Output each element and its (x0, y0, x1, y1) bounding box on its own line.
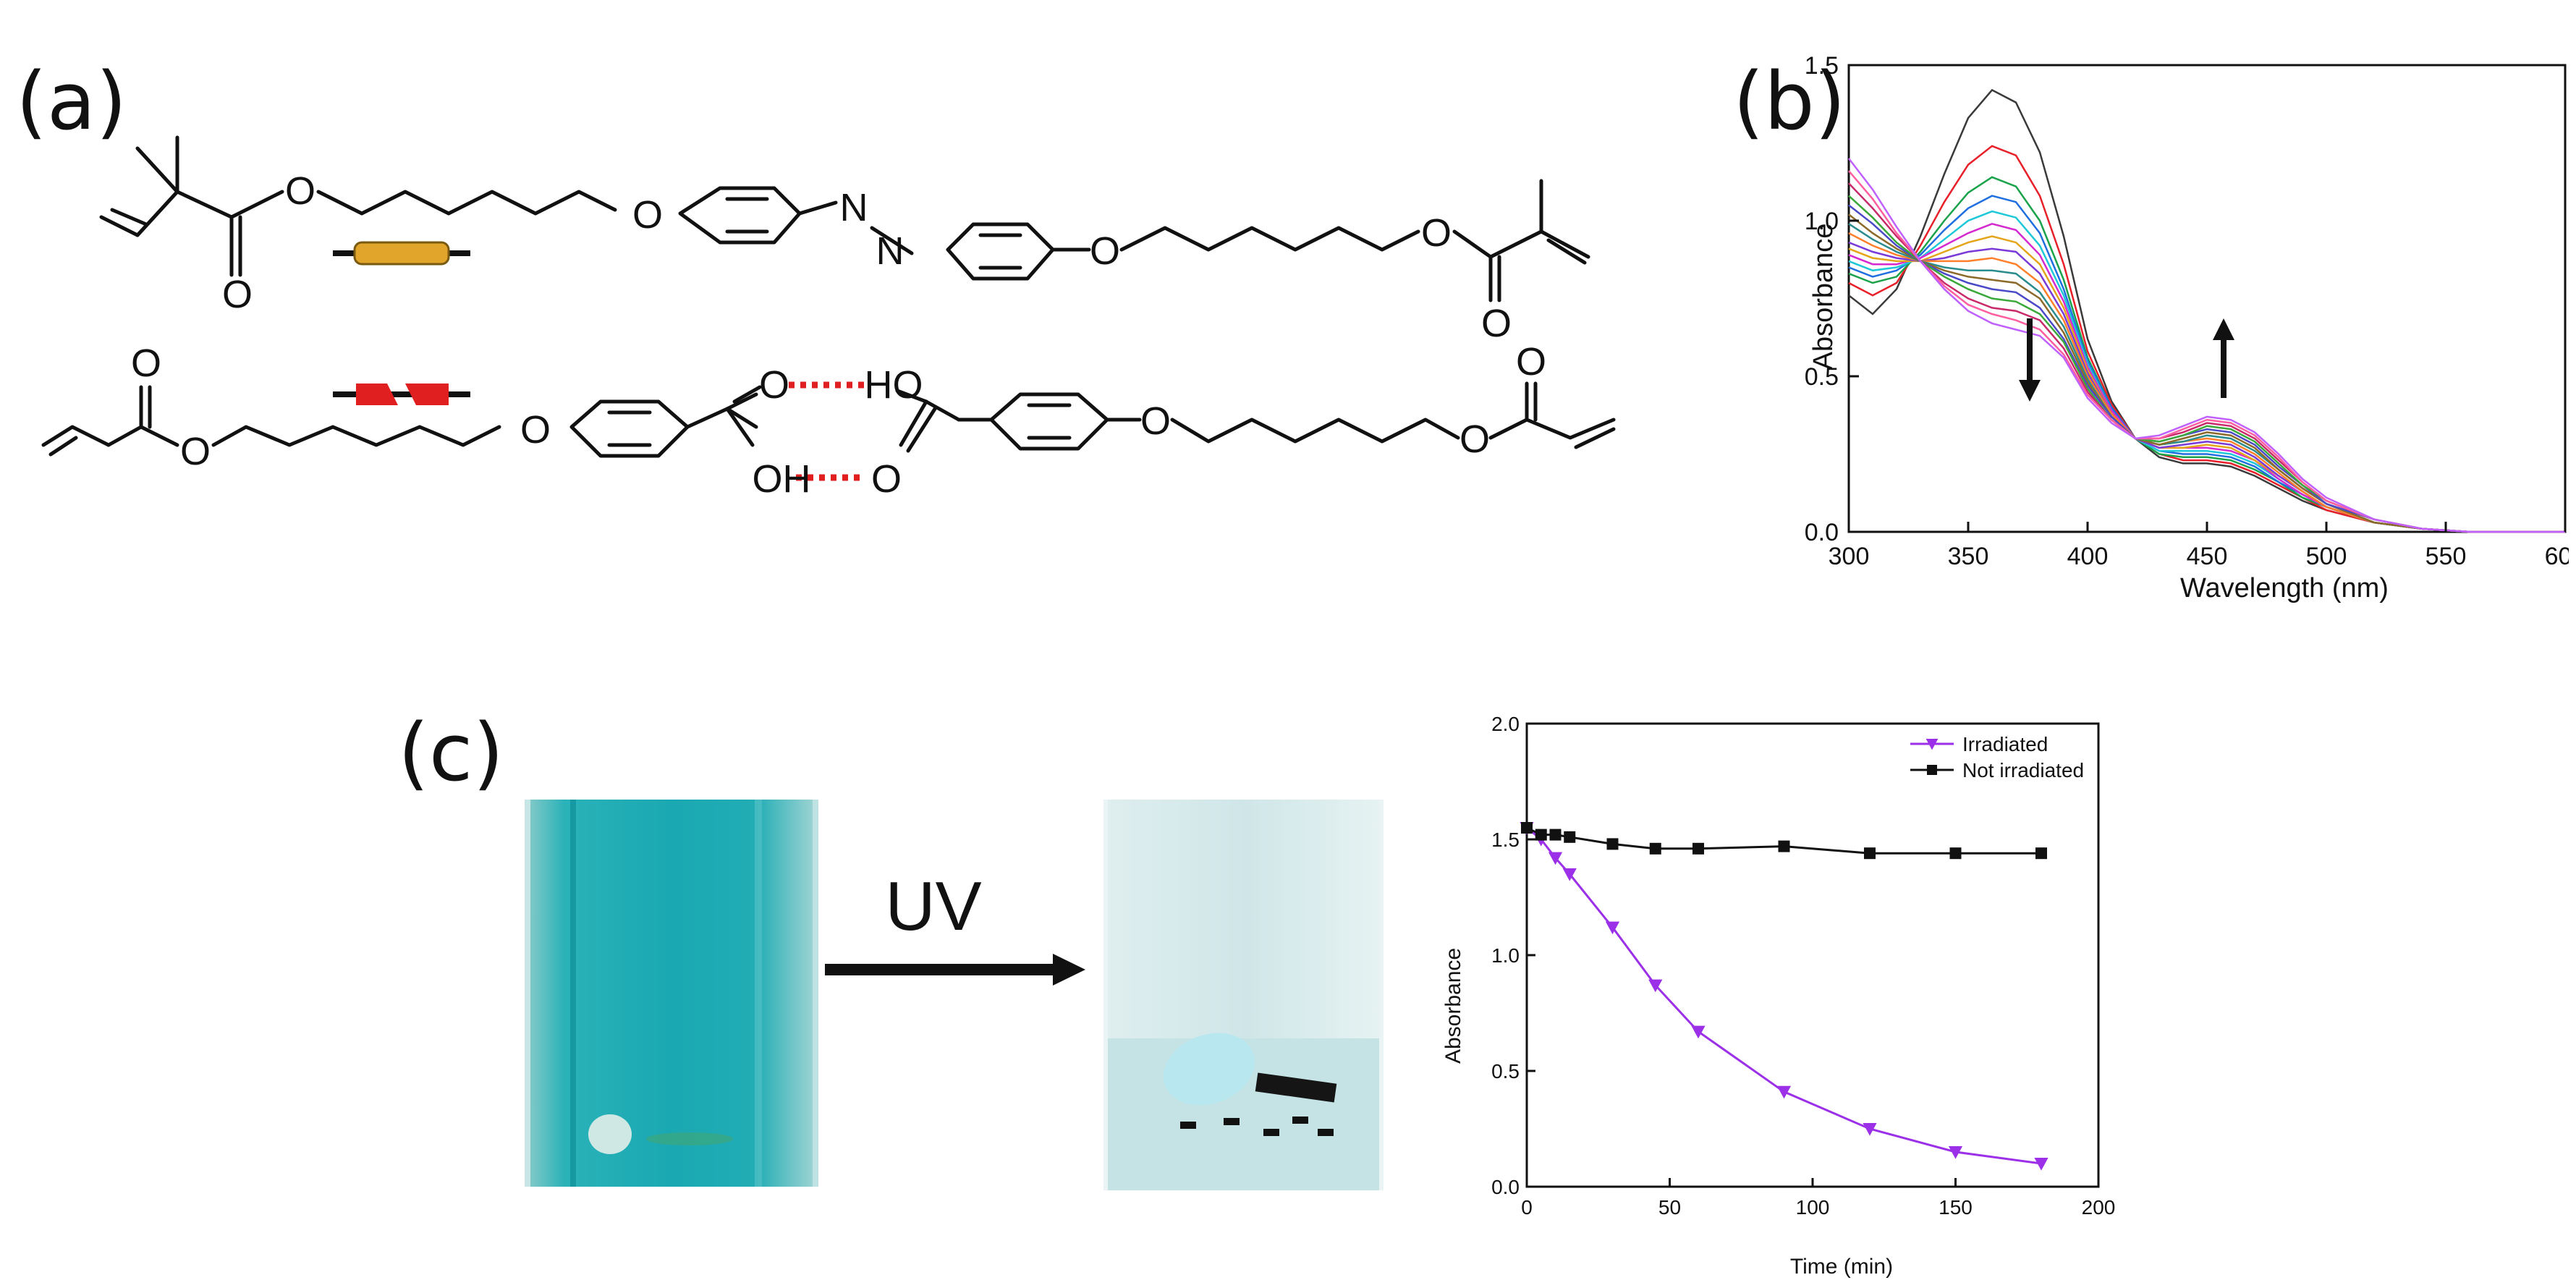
uv-label: UV (885, 876, 981, 945)
data-point (1948, 1146, 1963, 1159)
y-tick-label: 0.5 (1491, 1060, 1520, 1082)
data-point (1864, 847, 1876, 860)
spectrum-line (1848, 158, 2565, 533)
atom-label: O (222, 273, 253, 316)
chemical-structures: O O O N N O O O O O O O OH HO O O O O (41, 135, 1616, 501)
y-tick-label: 2.0 (1491, 716, 1520, 735)
data-point (1778, 840, 1790, 852)
data-point (1648, 979, 1663, 993)
cuvette-photo-before (525, 800, 818, 1187)
data-point (1863, 1123, 1877, 1136)
atom-label: O (180, 430, 211, 473)
x-tick-label: 300 (1829, 543, 1870, 570)
x-tick-label: 150 (1939, 1196, 1973, 1219)
data-point (1776, 1085, 1792, 1099)
data-point (1548, 852, 1563, 865)
atom-label: O (1140, 399, 1171, 443)
spectrum-line (1848, 223, 2565, 533)
x-tick-label: 550 (2425, 543, 2467, 570)
absorbance-kinetics-chart: 0 50 100 150 200 0.0 0.5 1.0 1.5 2.0 Irradiated No… (1441, 716, 2116, 1279)
atom-label: O (632, 193, 663, 237)
atom-label: O (871, 457, 902, 501)
y-tick-label: 1.5 (1805, 52, 1839, 80)
atom-label: O (1421, 211, 1452, 255)
atom-label: O (1090, 229, 1120, 273)
y-tick-label: 0.0 (1491, 1176, 1520, 1198)
panel-label-c: (c) (398, 706, 504, 799)
x-tick-label: 450 (2187, 543, 2228, 570)
atom-label: O (1459, 418, 1490, 461)
data-point (1925, 739, 1939, 750)
data-point (1564, 831, 1576, 843)
x-tick-label: 200 (2082, 1196, 2116, 1219)
spectrum-line (1848, 88, 2565, 533)
data-point (1549, 829, 1562, 841)
atom-label: O (1481, 302, 1512, 345)
atom-label: O (759, 363, 789, 407)
data-point (1692, 842, 1704, 855)
atom-label: N (840, 186, 868, 229)
atom-label: N (876, 229, 904, 273)
y-tick-label: 0.0 (1805, 519, 1839, 546)
data-point (2035, 847, 2047, 860)
y-tick-label: 1.0 (1491, 944, 1520, 967)
data-point (1606, 838, 1619, 850)
data-point (1521, 822, 1533, 834)
spectrum-line (1848, 213, 2565, 533)
x-axis-label: Wavelength (nm) (2180, 573, 2389, 603)
data-point (1605, 921, 1620, 935)
atom-label: OH (753, 457, 811, 501)
data-point (1949, 847, 1962, 860)
spectrum-line (1848, 182, 2565, 533)
x-tick-label: 350 (1948, 543, 1989, 570)
atom-label: O (1516, 340, 1546, 384)
atom-label: O (131, 342, 161, 385)
absorbance-spectra-chart: 300 350 400 450 500 550 600 0.0 0.5 1.0 1.5 Wavele… (1805, 52, 2569, 603)
data-point (1535, 829, 1547, 841)
legend-label: Not irradiated (1962, 759, 2084, 781)
x-tick-label: 500 (2306, 543, 2347, 570)
spectrum-line (1848, 145, 2565, 533)
data-point (1649, 842, 1661, 855)
x-tick-label: 0 (1521, 1196, 1533, 1219)
x-tick-label: 600 (2545, 543, 2569, 570)
spectrum-line (1848, 210, 2565, 533)
x-tick-label: 50 (1658, 1196, 1681, 1219)
data-point (2034, 1158, 2048, 1171)
panel-label-b: (b) (1733, 55, 1846, 148)
data-point (1691, 1025, 1706, 1039)
y-axis-label: Absorbance (1441, 948, 1465, 1064)
panel-label-a: (a) (16, 55, 127, 148)
x-tick-label: 400 (2067, 543, 2109, 570)
up-arrow-head (2213, 318, 2234, 340)
spectrum-line (1848, 170, 2565, 533)
y-tick-label: 1.5 (1491, 829, 1520, 851)
atom-label: HO (865, 363, 923, 407)
data-point (1927, 765, 1937, 775)
y-tick-label: 0.5 (1805, 363, 1839, 391)
y-tick-label: 1.0 (1805, 208, 1839, 235)
plot-frame (1847, 64, 2567, 533)
plot-frame (1525, 722, 2100, 1188)
series-line (1526, 826, 2042, 1165)
x-tick-label: 100 (1796, 1196, 1830, 1219)
cuvette-photo-after (1103, 800, 1384, 1190)
data-point (1562, 868, 1577, 881)
uv-arrow: UV (825, 876, 1085, 986)
spectrum-line (1848, 222, 2565, 533)
sample-bead (588, 1114, 632, 1154)
atom-label: O (285, 169, 315, 213)
spectrum-line (1848, 241, 2565, 533)
y-axis-label: Absorbance (1808, 224, 1839, 370)
x-axis-label: Time (min) (1790, 1255, 1893, 1279)
spectrum-line (1848, 235, 2565, 533)
atom-label: O (520, 408, 551, 452)
down-arrow-head (2019, 380, 2041, 402)
legend-label: Irradiated (1962, 733, 2048, 755)
